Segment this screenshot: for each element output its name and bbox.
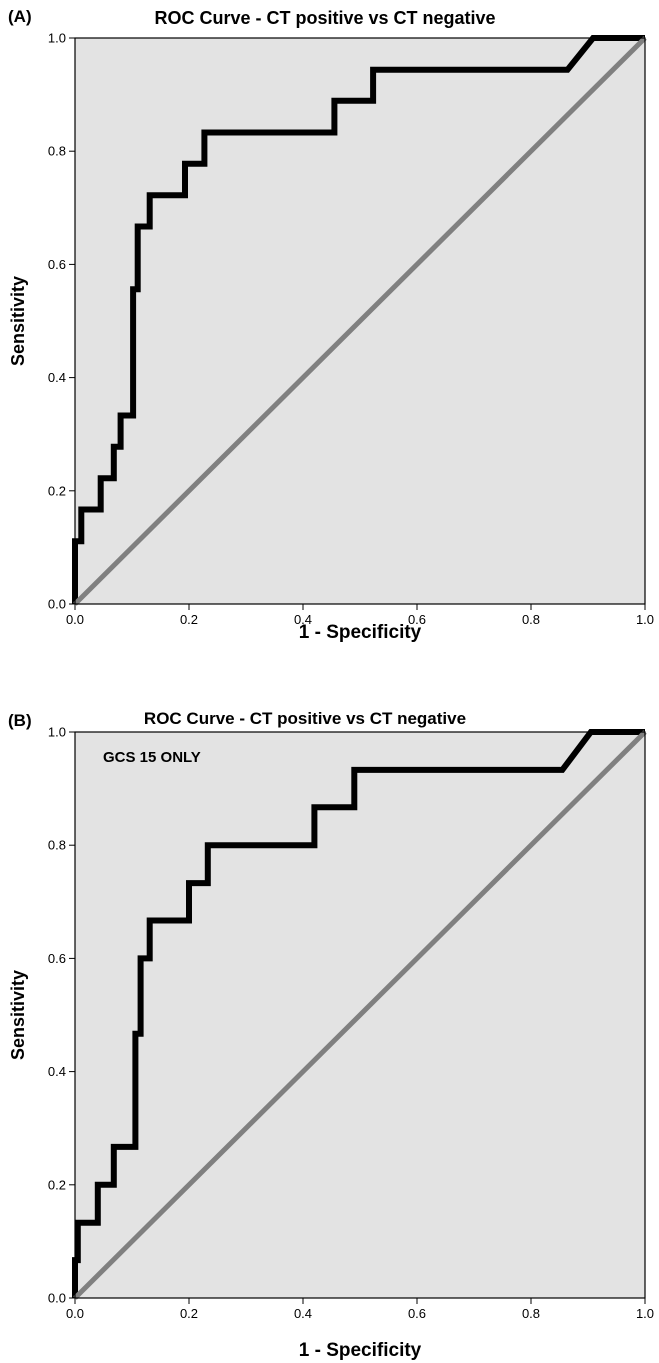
roc-curve-line [72, 35, 645, 604]
x-tick-label: 0.0 [66, 1306, 84, 1321]
y-tick-label: 0.4 [48, 1064, 66, 1079]
chart-panel-a: 0.0 0.2 0.4 0.6 0.8 1.0 0.0 0.2 0.4 0.6 0.8 1.0 (A) R… [8, 7, 654, 643]
roc-curve-line [72, 729, 645, 1298]
y-tick-label: 0.4 [48, 370, 66, 385]
x-axis-label: 1 - Specificity [299, 622, 422, 643]
panel-label: (A) [8, 7, 32, 26]
y-axis-label: Sensitivity [8, 276, 28, 366]
panel-label: (B) [8, 711, 32, 730]
y-tick-label: 0.2 [48, 483, 66, 498]
x-tick-label: 0.2 [180, 1306, 198, 1321]
x-tick-label: 1.0 [636, 1306, 654, 1321]
y-tick-label: 0.0 [48, 1291, 66, 1306]
x-tick-label: 0.4 [294, 612, 312, 627]
x-tick-label: 0.8 [522, 612, 540, 627]
y-tick-label: 1.0 [48, 725, 66, 740]
x-tick-label: 0.2 [180, 612, 198, 627]
plot-frame [74, 37, 646, 605]
y-tick-label: 0.6 [48, 257, 66, 272]
x-tick-label: 0.6 [408, 1306, 426, 1321]
x-axis-label: 1 - Specificity [299, 1340, 422, 1361]
chart-title: ROC Curve - CT positive vs CT negative [154, 8, 495, 28]
chart-panel-b: 0.0 0.2 0.4 0.6 0.8 1.0 0.0 0.2 0.4 0.6 0.8 1.0 (B) R… [8, 709, 654, 1361]
chart-title: ROC Curve - CT positive vs CT negative [144, 709, 466, 728]
x-tick-label: 0.4 [294, 1306, 312, 1321]
y-tick-label: 0.0 [48, 597, 66, 612]
y-axis-label: Sensitivity [8, 970, 28, 1060]
reference-diagonal-line [73, 730, 647, 1300]
y-tick-label: 0.8 [48, 144, 66, 159]
x-tick-label: 0.8 [522, 1306, 540, 1321]
y-tick-label: 1.0 [48, 31, 66, 46]
x-tick-label: 0.0 [66, 612, 84, 627]
x-tick-label: 1.0 [636, 612, 654, 627]
y-tick-label: 0.6 [48, 951, 66, 966]
plot-frame [74, 731, 646, 1299]
y-tick-label: 0.2 [48, 1177, 66, 1192]
reference-diagonal-line [73, 36, 647, 606]
x-tick-label: 0.6 [408, 612, 426, 627]
subset-annotation: GCS 15 ONLY [103, 749, 201, 766]
y-tick-label: 0.8 [48, 838, 66, 853]
